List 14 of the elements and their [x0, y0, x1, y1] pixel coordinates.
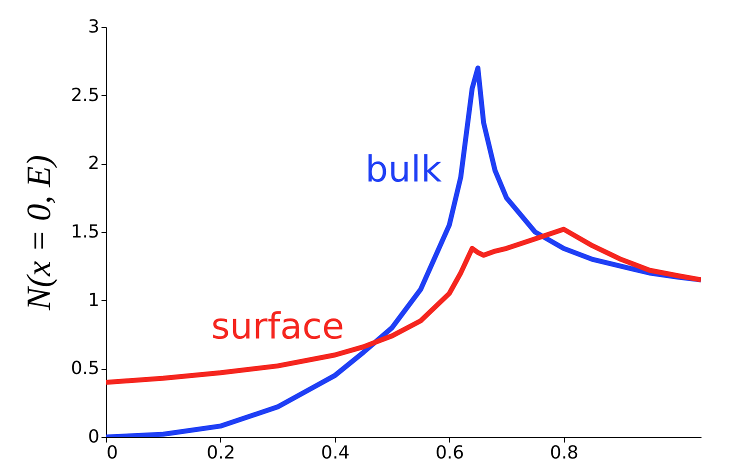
y-tick-label: 0.5 [70, 358, 100, 380]
x-tick-label: 0.8 [550, 442, 579, 460]
series-label: surface [211, 306, 344, 348]
y-tick-label: 2 [88, 153, 100, 174]
x-tick-label: 0.6 [435, 442, 464, 460]
y-tick-label: 3 [88, 16, 100, 38]
x-tick-label: 0.4 [321, 442, 350, 460]
y-axis-title: N(x = 0, E) [20, 154, 58, 312]
y-tick-label: 1.5 [70, 222, 100, 242]
series-label: bulk [365, 150, 442, 190]
y-tick-label: 1 [88, 290, 100, 311]
y-tick-label: 2.5 [70, 84, 100, 106]
x-tick-label: 0.2 [206, 442, 236, 460]
x-tick-label: 0 [106, 442, 118, 460]
